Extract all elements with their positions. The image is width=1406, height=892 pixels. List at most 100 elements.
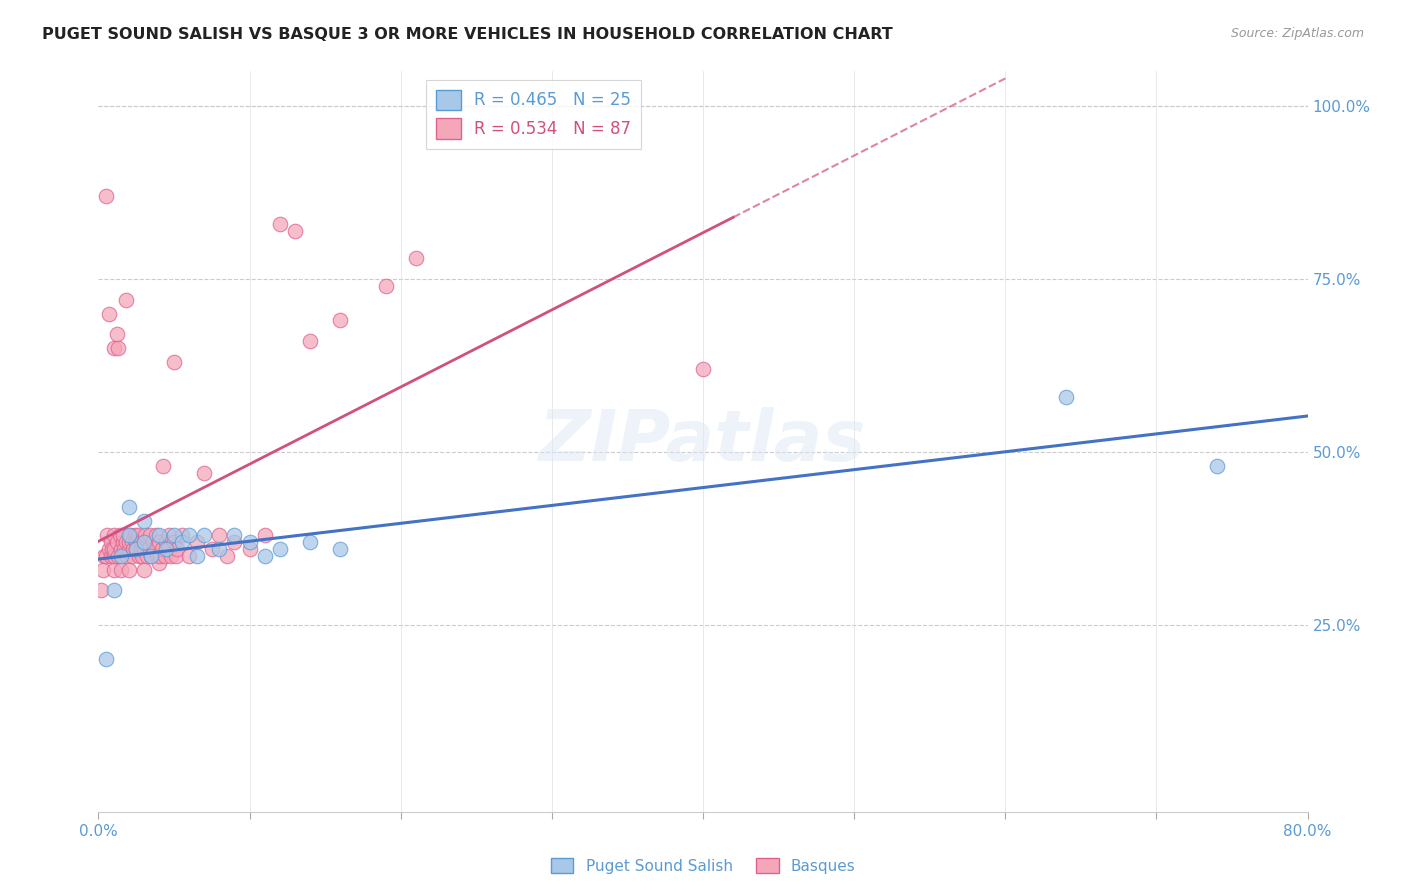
Point: [193, 466, 215, 480]
Point: [110, 563, 132, 577]
Point: [153, 549, 176, 563]
Point: [132, 534, 155, 549]
Point: [155, 534, 177, 549]
Point: [124, 528, 146, 542]
Point: [125, 541, 148, 556]
Point: [170, 534, 193, 549]
Point: [91, 563, 114, 577]
Point: [94, 549, 117, 563]
Point: [111, 528, 134, 542]
Point: [239, 541, 262, 556]
Point: [125, 541, 148, 556]
Point: [141, 549, 163, 563]
Point: [148, 528, 170, 542]
Point: [142, 534, 165, 549]
Point: [156, 541, 179, 556]
Point: [160, 549, 183, 563]
Point: [129, 541, 152, 556]
Point: [179, 528, 201, 542]
Point: [165, 549, 187, 563]
Point: [90, 583, 112, 598]
Point: [128, 549, 150, 563]
Point: [148, 534, 170, 549]
Point: [98, 306, 121, 320]
Point: [103, 549, 125, 563]
Point: [101, 541, 124, 556]
Point: [94, 652, 117, 666]
Point: [111, 534, 134, 549]
Point: [118, 500, 141, 515]
Point: [132, 563, 155, 577]
Point: [208, 541, 231, 556]
Point: [131, 549, 153, 563]
Point: [329, 541, 352, 556]
Point: [405, 251, 427, 265]
Point: [692, 362, 714, 376]
Point: [159, 528, 181, 542]
Point: [224, 534, 246, 549]
Point: [96, 528, 118, 542]
Point: [103, 341, 125, 355]
Point: [107, 549, 129, 563]
Legend: Puget Sound Salish, Basques: Puget Sound Salish, Basques: [544, 852, 862, 880]
Point: [107, 341, 129, 355]
Point: [105, 534, 128, 549]
Point: [100, 534, 122, 549]
Point: [114, 534, 136, 549]
Point: [163, 528, 186, 542]
Text: Source: ZipAtlas.com: Source: ZipAtlas.com: [1230, 27, 1364, 40]
Point: [118, 541, 141, 556]
Point: [139, 528, 162, 542]
Point: [253, 528, 276, 542]
Point: [135, 549, 157, 563]
Point: [94, 189, 117, 203]
Point: [239, 534, 262, 549]
Point: [118, 528, 141, 542]
Point: [93, 549, 115, 563]
Point: [121, 534, 143, 549]
Point: [136, 541, 159, 556]
Point: [114, 293, 136, 307]
Point: [166, 541, 188, 556]
Point: [141, 549, 163, 563]
Point: [129, 534, 152, 549]
Point: [149, 549, 172, 563]
Point: [269, 217, 291, 231]
Point: [253, 549, 276, 563]
Point: [1206, 458, 1229, 473]
Point: [186, 549, 208, 563]
Point: [134, 528, 156, 542]
Point: [193, 528, 215, 542]
Point: [122, 541, 145, 556]
Text: PUGET SOUND SALISH VS BASQUE 3 OR MORE VEHICLES IN HOUSEHOLD CORRELATION CHART: PUGET SOUND SALISH VS BASQUE 3 OR MORE V…: [42, 27, 893, 42]
Point: [112, 541, 135, 556]
Point: [155, 541, 177, 556]
Point: [146, 549, 169, 563]
Point: [329, 313, 352, 327]
Point: [148, 556, 170, 570]
Point: [186, 534, 208, 549]
Point: [152, 458, 174, 473]
Point: [163, 355, 186, 369]
Point: [224, 528, 246, 542]
Point: [150, 541, 173, 556]
Point: [163, 534, 186, 549]
Point: [110, 549, 132, 563]
Point: [110, 541, 132, 556]
Point: [108, 528, 131, 542]
Point: [299, 334, 322, 349]
Point: [103, 563, 125, 577]
Point: [132, 514, 155, 528]
Point: [215, 549, 238, 563]
Point: [132, 534, 155, 549]
Point: [179, 549, 201, 563]
Point: [103, 541, 125, 556]
Point: [98, 541, 121, 556]
Point: [100, 549, 122, 563]
Text: ZIPatlas: ZIPatlas: [540, 407, 866, 476]
Point: [201, 541, 224, 556]
Point: [103, 528, 125, 542]
Point: [1054, 390, 1077, 404]
Point: [125, 534, 148, 549]
Point: [118, 534, 141, 549]
